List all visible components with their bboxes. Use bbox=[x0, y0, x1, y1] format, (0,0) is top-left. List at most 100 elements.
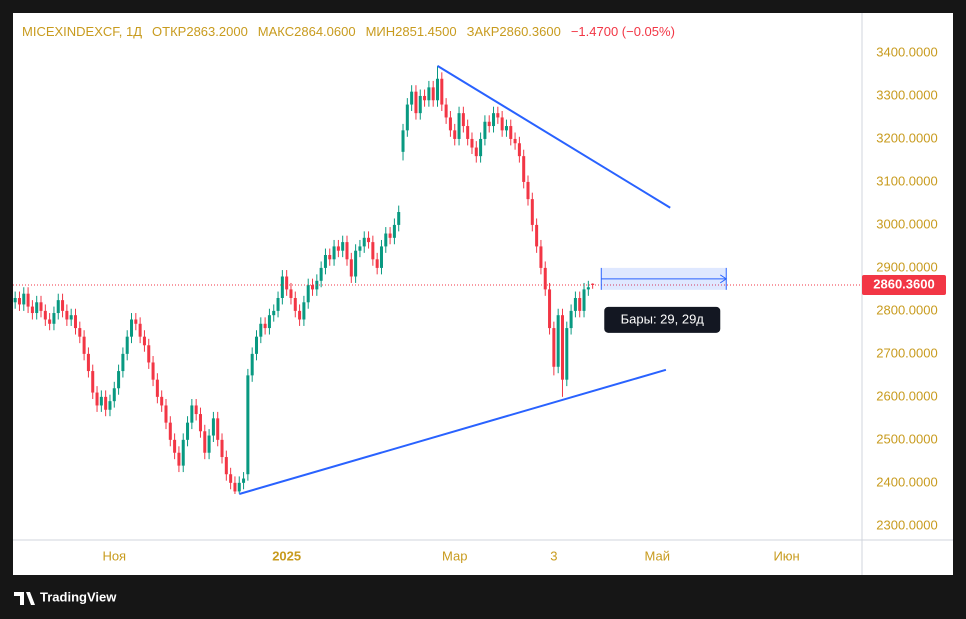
candle-body bbox=[35, 302, 39, 314]
x-tick-label: Мар bbox=[442, 548, 467, 563]
field-value: 2851.4500 bbox=[395, 24, 456, 39]
date-range-label: Бары: 29, 29д bbox=[621, 311, 705, 326]
candle-body bbox=[504, 126, 508, 131]
candle-body bbox=[367, 237, 371, 243]
candle-body bbox=[565, 328, 569, 380]
candle-body bbox=[48, 319, 52, 324]
x-tick-label: Ноя bbox=[102, 548, 126, 563]
candle-body bbox=[285, 276, 289, 290]
candle-body bbox=[332, 246, 336, 260]
candle-body bbox=[466, 126, 470, 139]
candle-body bbox=[276, 297, 280, 311]
candle-body bbox=[336, 246, 340, 251]
field-label: ОТКР bbox=[152, 24, 186, 39]
candle-body bbox=[233, 482, 237, 492]
candle-body bbox=[358, 246, 362, 251]
candle-body bbox=[164, 405, 168, 423]
candle-body bbox=[509, 126, 513, 139]
date-range-arrowhead bbox=[719, 274, 728, 284]
candle-body bbox=[556, 315, 560, 367]
candle-body bbox=[56, 300, 60, 314]
candle-body bbox=[431, 87, 435, 101]
field-value: 2864.0600 bbox=[294, 24, 355, 39]
candle-body bbox=[435, 78, 440, 101]
candle-body bbox=[242, 478, 246, 483]
candle-body bbox=[461, 113, 465, 127]
field-value: 2860.3600 bbox=[499, 24, 560, 39]
candle-body bbox=[138, 323, 142, 337]
candle-body bbox=[341, 242, 345, 251]
candle-body bbox=[121, 353, 125, 372]
candle-body bbox=[99, 396, 103, 406]
candle-body bbox=[52, 313, 56, 324]
candle-body bbox=[22, 293, 26, 305]
candle-body bbox=[82, 336, 86, 354]
candle-body bbox=[522, 156, 526, 182]
candle-body bbox=[95, 392, 99, 406]
candle-body bbox=[151, 362, 155, 380]
last-price-box bbox=[862, 274, 946, 295]
y-tick-label: 2400.0000 bbox=[876, 474, 937, 489]
y-tick-label: 3000.0000 bbox=[876, 216, 937, 231]
trendline bbox=[238, 368, 667, 495]
candle-body bbox=[181, 439, 185, 466]
candle-body bbox=[302, 302, 306, 320]
candle-body bbox=[177, 452, 181, 466]
candle-body bbox=[586, 287, 590, 290]
candle-body bbox=[526, 181, 530, 200]
candle-body bbox=[17, 297, 21, 305]
candle-body bbox=[397, 212, 401, 225]
candle-body bbox=[573, 297, 577, 311]
candle-body bbox=[250, 353, 254, 376]
candle-body bbox=[319, 267, 323, 281]
candle-body bbox=[470, 138, 474, 148]
candle-body bbox=[267, 315, 271, 329]
candle-body bbox=[414, 91, 418, 114]
candle-body bbox=[160, 396, 164, 406]
candle-body bbox=[535, 224, 539, 247]
candle-body bbox=[289, 289, 293, 298]
candle-body bbox=[354, 250, 358, 277]
candle-body bbox=[500, 117, 504, 131]
candle-body bbox=[198, 414, 202, 432]
chart-panel bbox=[13, 13, 953, 575]
field-value: 2863.2000 bbox=[186, 24, 247, 39]
candle-body bbox=[134, 319, 138, 324]
candle-body bbox=[578, 297, 582, 311]
candle-body bbox=[173, 439, 177, 453]
y-tick-label: 3400.0000 bbox=[876, 44, 937, 59]
candle-body bbox=[328, 255, 332, 260]
field-label: МАКС bbox=[258, 24, 294, 39]
candle-body bbox=[371, 242, 375, 260]
y-tick-label: 2300.0000 bbox=[876, 517, 937, 532]
trendline bbox=[436, 65, 671, 209]
candle-body bbox=[405, 104, 409, 131]
candle-body bbox=[91, 371, 95, 393]
candle-body bbox=[323, 255, 327, 268]
candle-body bbox=[224, 457, 228, 475]
candle-body bbox=[69, 315, 73, 320]
candle-body bbox=[552, 328, 556, 367]
candle-body bbox=[448, 117, 452, 131]
x-tick-label: Май bbox=[645, 548, 670, 563]
candle-body bbox=[104, 396, 108, 410]
candle-body bbox=[539, 246, 543, 268]
date-range-tooltip bbox=[604, 306, 721, 333]
candle-body bbox=[345, 242, 349, 260]
candle-body bbox=[168, 422, 172, 440]
candle-body bbox=[474, 147, 478, 157]
candle-body bbox=[108, 401, 112, 410]
symbol: MICEXINDEXCF, 1Д bbox=[22, 24, 142, 39]
candle-body bbox=[61, 300, 65, 311]
candle-body bbox=[427, 87, 431, 101]
candle-body bbox=[479, 138, 483, 157]
candle-body bbox=[487, 121, 491, 127]
candle-body bbox=[43, 310, 47, 320]
y-tick-label: 3100.0000 bbox=[876, 173, 937, 188]
candle-body bbox=[86, 353, 90, 372]
candle-body bbox=[401, 130, 405, 152]
candle-body bbox=[155, 379, 159, 397]
candle-body bbox=[496, 113, 500, 118]
candle-body bbox=[384, 233, 388, 247]
candle-body bbox=[543, 267, 547, 290]
